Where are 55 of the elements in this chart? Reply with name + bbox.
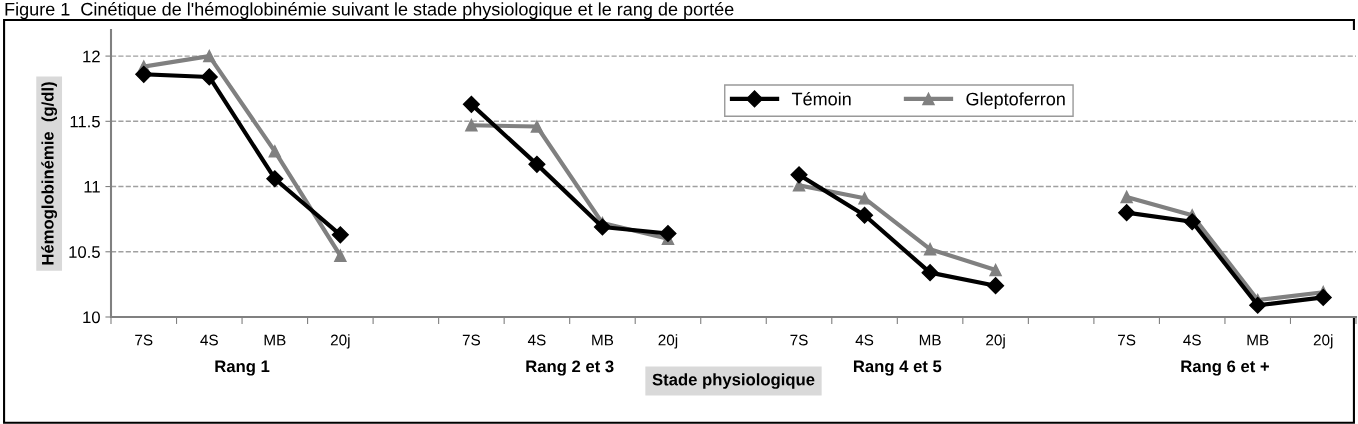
chart-title: Figure 1 Cinétique de l'hémoglobinémie suivant le stade physiologique et le rang de portée xyxy=(5,2,734,20)
x-tick-label: 20j xyxy=(658,334,678,349)
x-tick-label: 20j xyxy=(1313,334,1333,349)
point xyxy=(987,277,1005,295)
x-axis-title: Stade physiologique xyxy=(652,373,815,389)
point xyxy=(1249,296,1267,314)
x-tick-label: MB xyxy=(592,334,614,346)
x-tick-label: 4S xyxy=(1183,334,1201,346)
point xyxy=(923,242,937,256)
x-tick-label: 7S xyxy=(462,334,481,346)
point xyxy=(1120,190,1133,204)
point xyxy=(203,49,216,63)
y-tick-label: 11 xyxy=(84,181,100,193)
legend-label: Témoin xyxy=(791,91,851,106)
x-tick-label: MB xyxy=(1247,334,1269,346)
x-tick-label: 7S xyxy=(790,334,808,346)
text: Rang 6 et + xyxy=(1181,360,1269,376)
point xyxy=(465,118,478,132)
y-tick-label: 12 xyxy=(83,50,100,63)
point xyxy=(1118,204,1136,222)
x-tick-label: 4S xyxy=(855,334,874,346)
x-tick-label: 20j xyxy=(330,334,350,349)
y-tick-label: 10.5 xyxy=(69,246,100,258)
x-tick-label: 7S xyxy=(135,334,153,346)
text: Rang 1 xyxy=(215,360,270,376)
x-tick-label: 7S xyxy=(1118,334,1136,346)
x-tick-label: 4S xyxy=(200,334,218,346)
point xyxy=(462,95,480,113)
point xyxy=(334,249,347,262)
point xyxy=(1314,288,1332,306)
point xyxy=(1183,213,1201,231)
point xyxy=(856,206,874,224)
point xyxy=(858,192,871,205)
y-axis-title: Hémoglobinémie (g/dl) xyxy=(41,82,58,265)
x-tick-label: MB xyxy=(264,334,286,346)
text: Rang 2 et 3 xyxy=(526,360,614,376)
point xyxy=(528,155,546,173)
x-tick-label: MB xyxy=(919,334,941,346)
point xyxy=(530,120,544,133)
point xyxy=(659,224,677,243)
point xyxy=(200,68,218,86)
point xyxy=(268,145,282,158)
y-tick-label: 11.5 xyxy=(70,115,100,128)
legend-label: Gleptoferron xyxy=(966,92,1065,109)
point xyxy=(989,263,1002,277)
point xyxy=(593,218,611,236)
x-tick-label: 20j xyxy=(986,334,1005,349)
point xyxy=(921,264,939,282)
point xyxy=(266,170,284,188)
point xyxy=(790,166,808,184)
point xyxy=(135,65,153,83)
text: Rang 4 et 5 xyxy=(853,360,942,376)
point xyxy=(331,226,349,244)
x-tick-label: 4S xyxy=(527,334,546,346)
y-tick-label: 10 xyxy=(83,311,100,324)
